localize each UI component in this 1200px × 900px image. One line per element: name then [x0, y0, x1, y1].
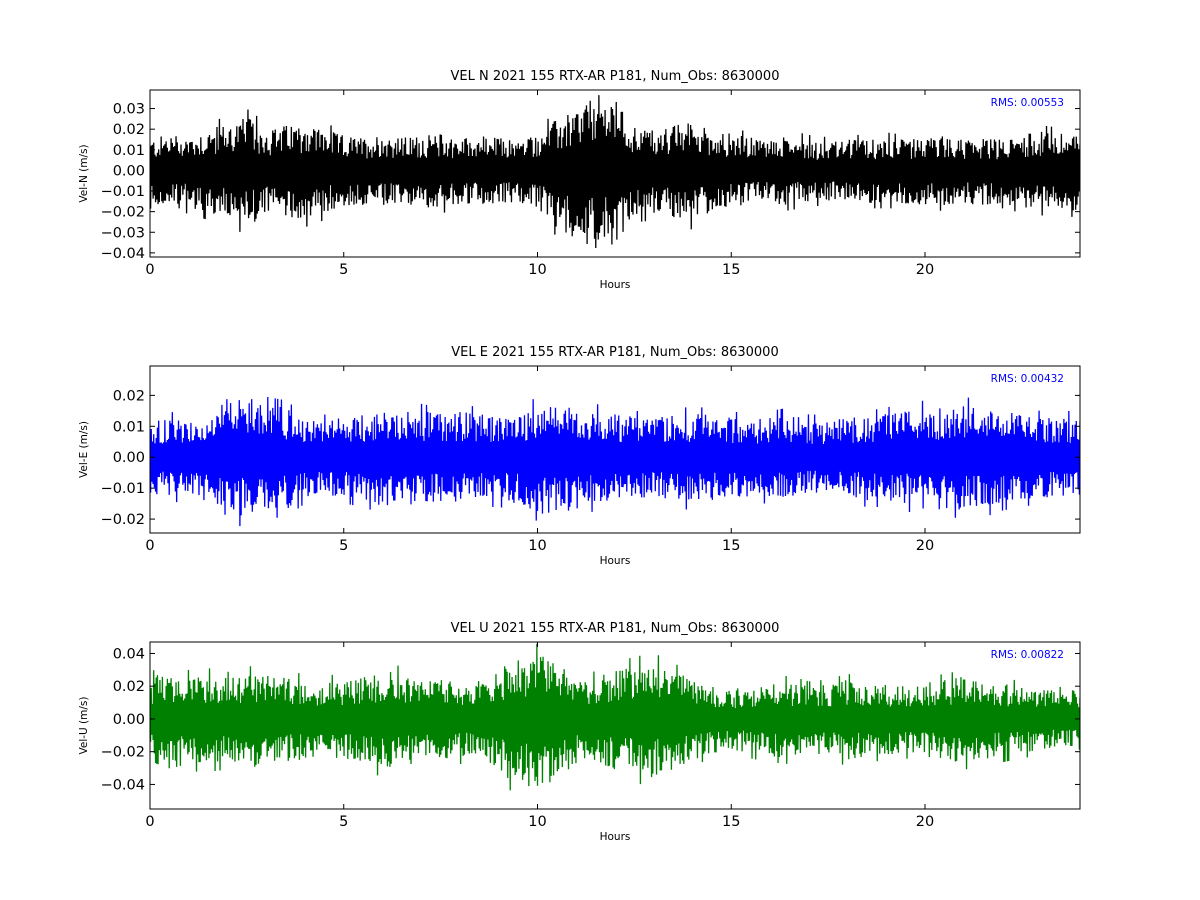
y-tick-label: −0.04 — [101, 777, 145, 793]
x-tick-label: 0 — [145, 814, 154, 830]
panel-vel-u: 0 5 10 15 20 −0.04 −0.02 0.00 0.02 0.04 VEL U 2021… — [78, 621, 1081, 843]
y-axis-label-vel-n: Vel-N (m/s) — [78, 144, 90, 202]
y-tick-label: 0.04 — [113, 646, 145, 662]
y-tick-label: 0.02 — [113, 679, 145, 695]
x-tick-label: 5 — [339, 262, 348, 278]
series-line-vel-u — [150, 643, 1080, 791]
x-axis-label: Hours — [600, 279, 631, 291]
x-tick-label: 10 — [528, 538, 546, 554]
x-tick-label: 0 — [145, 538, 154, 554]
x-tick-label: 10 — [528, 814, 546, 830]
plot-frame-vel-u — [149, 641, 1081, 810]
y-tick-label: −0.02 — [101, 745, 145, 761]
chart-title-vel-e: VEL E 2021 155 RTX-AR P181, Num_Obs: 863… — [451, 345, 778, 360]
y-tick-label: −0.03 — [101, 225, 145, 241]
rms-annotation-vel-u: RMS: 0.00822 — [991, 649, 1064, 661]
x-tick-label: 5 — [339, 814, 348, 830]
x-tick-label: 10 — [528, 262, 546, 278]
plot-frame-vel-n — [149, 89, 1081, 258]
y-axis-label-vel-e: Vel-E (m/s) — [78, 421, 90, 478]
x-tick-label: 20 — [916, 814, 934, 830]
x-axis-label: Hours — [600, 555, 631, 567]
y-tick-label: −0.02 — [101, 512, 145, 528]
x-tick-label: 15 — [722, 814, 740, 830]
rms-annotation-vel-n: RMS: 0.00553 — [991, 97, 1064, 109]
x-tick-label: 20 — [916, 538, 934, 554]
rms-annotation-vel-e: RMS: 0.00432 — [991, 373, 1064, 385]
chart-title-vel-n: VEL N 2021 155 RTX-AR P181, Num_Obs: 863… — [451, 69, 780, 84]
x-tick-label: 15 — [722, 538, 740, 554]
y-tick-label: 0.01 — [113, 143, 145, 159]
y-tick-label: 0.02 — [113, 388, 145, 404]
y-tick-label: −0.01 — [101, 481, 145, 497]
y-tick-label: 0.01 — [113, 419, 145, 435]
chart-title-vel-u: VEL U 2021 155 RTX-AR P181, Num_Obs: 863… — [451, 621, 780, 636]
y-axis-label-vel-u: Vel-U (m/s) — [78, 697, 90, 755]
y-tick-label: 0.03 — [113, 102, 145, 118]
y-tick-label: −0.04 — [101, 246, 145, 262]
series-line-vel-n — [150, 95, 1080, 249]
x-axis-label: Hours — [600, 831, 631, 843]
y-tick-label: −0.02 — [101, 205, 145, 221]
y-tick-label: 0.02 — [113, 122, 145, 138]
y-tick-label: −0.01 — [101, 184, 145, 200]
series-line-vel-e — [150, 397, 1080, 527]
plot-frame-vel-e — [149, 365, 1081, 534]
x-tick-label: 5 — [339, 538, 348, 554]
panel-vel-n: 0 5 10 15 20 −0.04 −0.03 −0.02 −0.01 0.00 0.01 0.02… — [78, 69, 1081, 291]
x-tick-label: 15 — [722, 262, 740, 278]
y-tick-label: 0.00 — [113, 163, 145, 179]
x-tick-label: 0 — [145, 262, 154, 278]
panel-vel-e: 0 5 10 15 20 −0.02 −0.01 0.00 0.01 0.02 VEL E 2021… — [78, 345, 1081, 567]
y-tick-label: 0.00 — [113, 450, 145, 466]
y-tick-label: 0.00 — [113, 712, 145, 728]
x-tick-label: 20 — [916, 262, 934, 278]
